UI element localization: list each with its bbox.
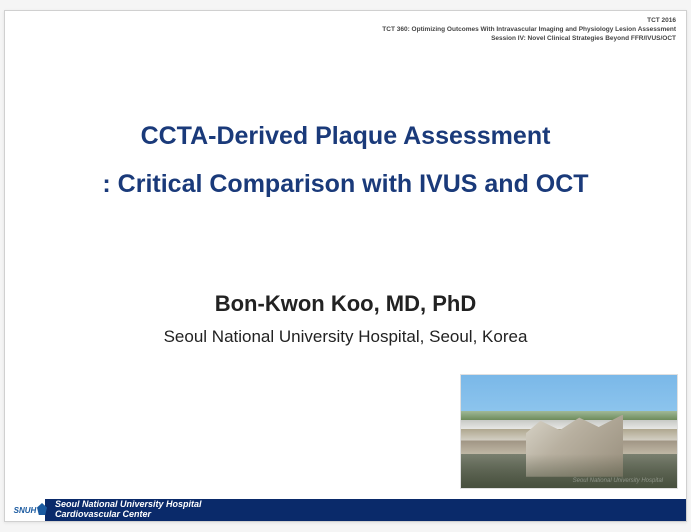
header-line-2: TCT 360: Optimizing Outcomes With Intrav… <box>382 26 676 35</box>
author-name: Bon-Kwon Koo, MD, PhD <box>5 291 686 317</box>
logo-text: SNUH <box>14 506 37 515</box>
title-line-1: CCTA-Derived Plaque Assessment <box>5 113 686 161</box>
snuh-logo: SNUH <box>5 499 45 521</box>
header-line-3: Session IV: Novel Clinical Strategies Be… <box>382 35 676 44</box>
header-line-1: TCT 2016 <box>382 17 676 26</box>
footer-bar: Seoul National University Hospital Cardi… <box>45 499 686 521</box>
title-line-2: : Critical Comparison with IVUS and OCT <box>5 161 686 209</box>
slide: TCT 2016 TCT 360: Optimizing Outcomes Wi… <box>4 10 687 522</box>
author-block: Bon-Kwon Koo, MD, PhD Seoul National Uni… <box>5 291 686 347</box>
author-affiliation: Seoul National University Hospital, Seou… <box>5 327 686 347</box>
header-meta: TCT 2016 TCT 360: Optimizing Outcomes Wi… <box>382 17 676 43</box>
title-block: CCTA-Derived Plaque Assessment : Critica… <box>5 113 686 208</box>
campus-photo: Seoul National University Hospital <box>460 374 678 489</box>
footer-line-2: Cardiovascular Center <box>55 510 686 520</box>
footer: SNUH Seoul National University Hospital … <box>5 499 686 521</box>
photo-watermark: Seoul National University Hospital <box>573 478 663 484</box>
